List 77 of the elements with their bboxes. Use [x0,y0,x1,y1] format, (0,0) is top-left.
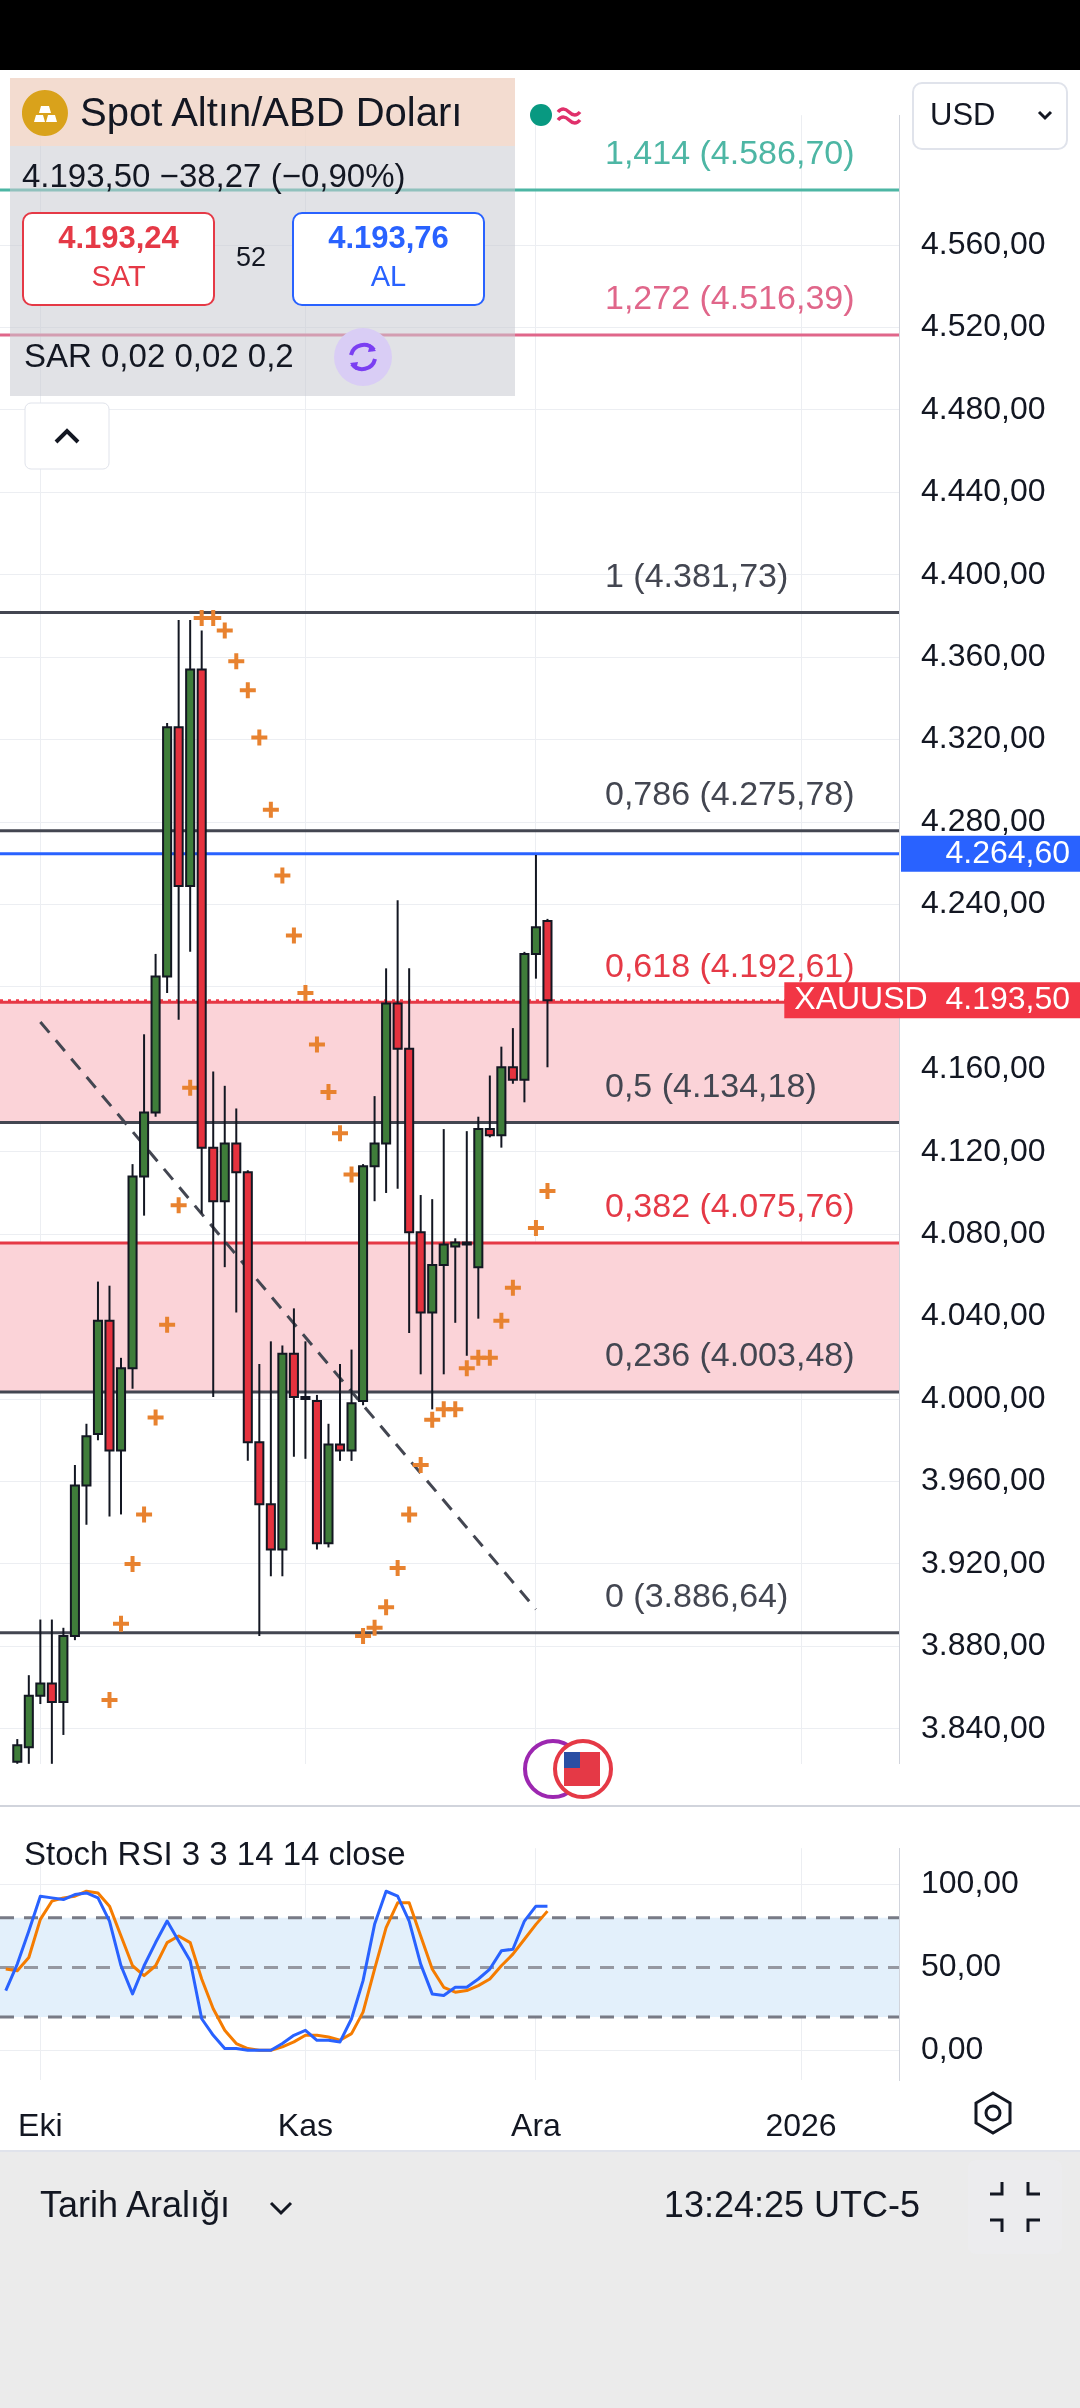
point [399,1504,420,1525]
point [525,1218,546,1239]
annotation: SAT [90,260,147,293]
y-tick-label: 4.240,00 [921,884,1046,921]
x-tick-label: 2026 [765,2107,837,2144]
annotation: AL [369,260,408,293]
point [99,1689,120,1710]
point [260,799,281,820]
point [410,1454,431,1475]
point [353,1626,374,1647]
point [364,1617,385,1638]
x-tick-label: Ara [511,2107,562,2144]
point [491,1310,512,1331]
point [330,1123,351,1144]
y-tick-label: 3.880,00 [921,1626,1046,1663]
ref-line-label: 0,786 (4.275,78) [605,774,855,813]
ref-line-label: 1 (4.381,73) [605,555,789,594]
y-tick-label: 4.040,00 [921,1296,1046,1333]
annotation: 52 [236,242,267,273]
y-tick-label: 3.920,00 [921,1543,1046,1580]
y-tick-label: 4.480,00 [921,389,1046,426]
point [306,1034,327,1055]
point [249,727,270,748]
text: USD [930,97,996,133]
ref-line-label: 0 (3.886,64) [605,1576,789,1615]
y-tick-label: 4.400,00 [921,554,1046,591]
y-tick-label: 4.080,00 [921,1214,1046,1251]
annotation: 4.193,76 [327,220,450,256]
point [387,1558,408,1579]
y-tick-label: 50,00 [921,1947,1002,1984]
x-tick-label: Eki [18,2107,63,2144]
y-tick-label: 4.560,00 [921,224,1046,261]
chart-title: Spot Altın/ABD Doları [80,89,463,136]
point [134,1504,155,1525]
point [283,925,304,946]
point [479,1347,500,1368]
point [122,1553,143,1574]
annotation: SAR 0,02 0,02 0,2 [24,336,294,376]
text: 13:24:25 UTC-5 [662,2184,920,2226]
text: Tarih Aralığı [40,2184,231,2226]
y-tick-label: 4.360,00 [921,637,1046,674]
point [145,1407,166,1428]
point [318,1081,339,1102]
y-tick-label: 4.440,00 [921,472,1046,509]
point [272,865,293,886]
point [168,1195,189,1216]
point [157,1314,178,1335]
point [422,1409,443,1430]
y-tick-label: 4.000,00 [921,1378,1046,1415]
point [295,983,316,1004]
x-tick-label: Kas [277,2107,333,2144]
y-tick-label: 4.280,00 [921,801,1046,838]
chart-title: Stoch RSI 3 3 14 14 close [24,1834,406,1874]
ref-line-label: 0,618 (4.192,61) [605,945,855,984]
y-tick-label: 4.120,00 [921,1131,1046,1168]
point [237,680,258,701]
point [111,1613,132,1634]
point [502,1277,523,1298]
point [226,651,247,672]
ref-line-label: 1,272 (4.516,39) [605,278,855,317]
text: 4.193,50 −38,27 (−0,90%) [22,156,406,196]
point [376,1597,397,1618]
annotation: 4.193,24 [57,220,180,256]
y-tick-label: 3.960,00 [921,1461,1046,1498]
y-tick-label: 100,00 [921,1864,1019,1901]
ref-line-label: 0,382 (4.075,76) [605,1186,855,1225]
point [537,1180,558,1201]
ref-line-label: 0,5 (4.134,18) [605,1065,817,1104]
y-tick-label: 3.840,00 [921,1708,1046,1745]
y-tick-label: 4.320,00 [921,719,1046,756]
point [456,1358,477,1379]
ref-line-label: 0,236 (4.003,48) [605,1335,855,1374]
y-tick-label: 4.520,00 [921,307,1046,344]
point [445,1399,466,1420]
y-tick-label: 0,00 [921,2030,984,2067]
ref-line-label: 1,414 (4.586,70) [605,133,855,172]
y-tick-label: 4.160,00 [921,1049,1046,1086]
